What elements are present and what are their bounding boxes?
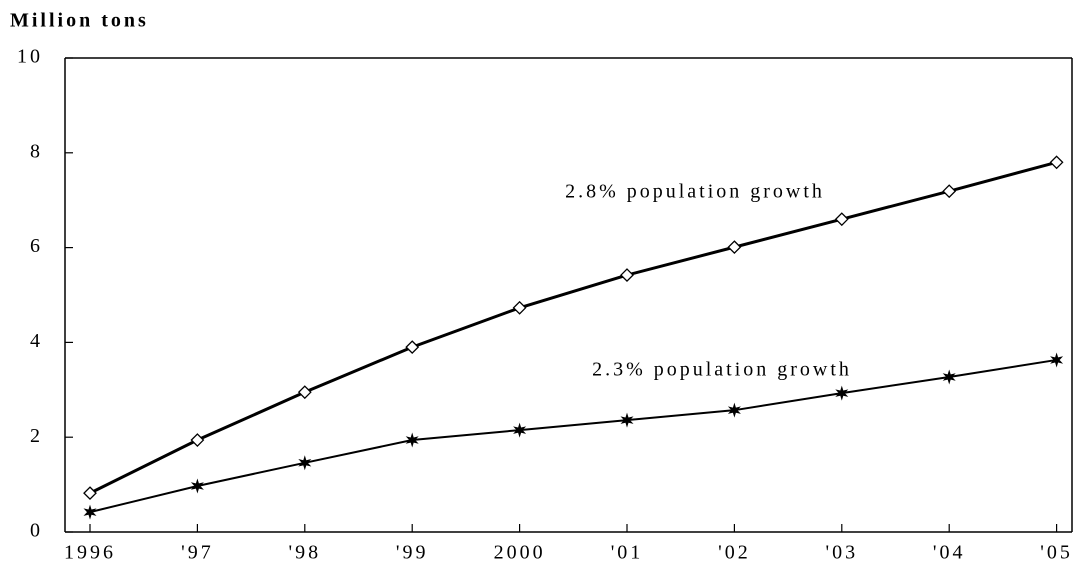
y-tick-label: 6 <box>30 235 43 257</box>
x-tick-label: '03 <box>825 542 858 564</box>
marker <box>620 268 634 283</box>
y-tick-label: 8 <box>30 140 43 162</box>
marker <box>83 486 97 501</box>
marker <box>190 433 205 447</box>
marker <box>405 432 419 448</box>
series-line <box>89 358 1057 514</box>
marker <box>942 369 956 385</box>
marker <box>1050 352 1064 368</box>
series-label: 2.8% population growth <box>565 181 825 203</box>
x-tick-label: 1996 <box>64 542 116 564</box>
series-line <box>89 160 1057 495</box>
marker <box>835 385 849 401</box>
marker <box>512 300 527 315</box>
marker <box>834 212 849 227</box>
marker <box>405 340 420 355</box>
marker <box>190 478 204 494</box>
marker <box>942 184 957 199</box>
marker <box>1049 155 1064 170</box>
x-tick-label: '99 <box>396 542 429 564</box>
x-tick-label: '05 <box>1040 542 1073 564</box>
marker <box>513 422 527 438</box>
marker <box>297 385 312 400</box>
marker <box>727 402 741 418</box>
marker <box>298 455 312 471</box>
x-tick-label: 2000 <box>494 542 546 564</box>
y-tick-label: 10 <box>17 46 43 68</box>
y-tick-label: 0 <box>30 520 43 542</box>
x-tick-label: '01 <box>611 542 644 564</box>
marker <box>83 504 97 520</box>
series-label: 2.3% population growth <box>592 359 852 381</box>
y-tick-label: 4 <box>30 330 43 352</box>
x-tick-label: '04 <box>933 542 966 564</box>
x-tick-label: '97 <box>181 542 214 564</box>
chart-title: Million tons <box>10 10 149 32</box>
y-tick-label: 2 <box>30 425 43 447</box>
x-tick-label: '02 <box>718 542 751 564</box>
x-tick-label: '98 <box>288 542 321 564</box>
marker <box>620 412 634 428</box>
marker <box>727 240 742 255</box>
